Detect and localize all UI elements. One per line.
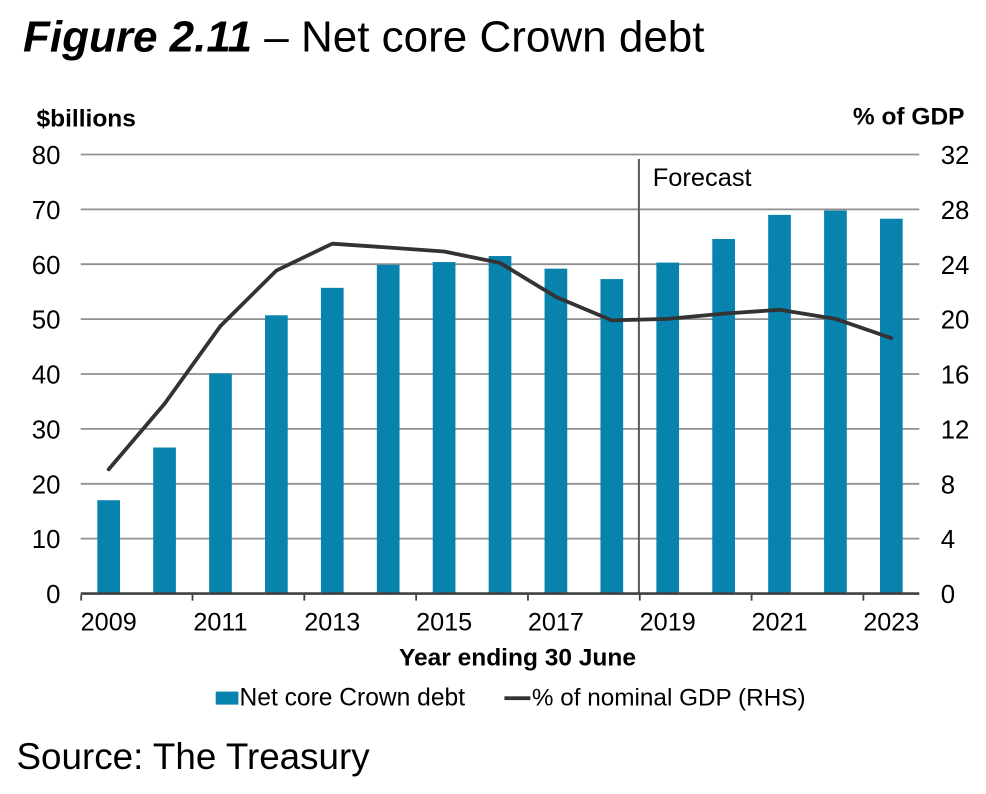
svg-text:40: 40 bbox=[32, 362, 61, 390]
svg-text:% of GDP: % of GDP bbox=[853, 103, 965, 130]
svg-text:50: 50 bbox=[32, 307, 61, 335]
svg-text:Source: The Treasury: Source: The Treasury bbox=[17, 736, 371, 777]
svg-text:Net core Crown debt: Net core Crown debt bbox=[240, 684, 466, 711]
svg-text:70: 70 bbox=[32, 197, 61, 225]
svg-text:2009: 2009 bbox=[81, 608, 137, 636]
svg-text:20: 20 bbox=[941, 307, 970, 335]
svg-text:28: 28 bbox=[941, 197, 970, 225]
svg-text:0: 0 bbox=[941, 581, 955, 609]
svg-text:2015: 2015 bbox=[416, 608, 472, 636]
svg-text:16: 16 bbox=[941, 362, 970, 390]
svg-text:Year ending 30 June: Year ending 30 June bbox=[399, 645, 636, 672]
svg-text:4: 4 bbox=[941, 526, 955, 554]
svg-text:60: 60 bbox=[32, 252, 61, 280]
svg-text:10: 10 bbox=[32, 526, 61, 554]
svg-text:12: 12 bbox=[941, 417, 970, 445]
svg-text:2011: 2011 bbox=[193, 608, 247, 636]
svg-text:20: 20 bbox=[32, 471, 61, 499]
svg-text:24: 24 bbox=[941, 252, 970, 280]
svg-text:$billions: $billions bbox=[37, 105, 136, 132]
svg-text:2019: 2019 bbox=[640, 608, 696, 636]
svg-text:% of nominal GDP (RHS): % of nominal GDP (RHS) bbox=[532, 684, 806, 711]
svg-text:2013: 2013 bbox=[304, 608, 360, 636]
svg-text:2021: 2021 bbox=[751, 608, 807, 636]
svg-text:0: 0 bbox=[46, 581, 60, 609]
svg-text:2017: 2017 bbox=[528, 608, 584, 636]
svg-text:Forecast: Forecast bbox=[653, 164, 752, 192]
svg-text:Figure 2.11 – Net core Crown d: Figure 2.11 – Net core Crown debt bbox=[23, 12, 705, 61]
svg-text:30: 30 bbox=[32, 417, 61, 445]
svg-text:80: 80 bbox=[32, 142, 61, 170]
svg-text:8: 8 bbox=[941, 471, 955, 499]
svg-text:32: 32 bbox=[941, 142, 970, 170]
svg-text:2023: 2023 bbox=[863, 608, 919, 636]
